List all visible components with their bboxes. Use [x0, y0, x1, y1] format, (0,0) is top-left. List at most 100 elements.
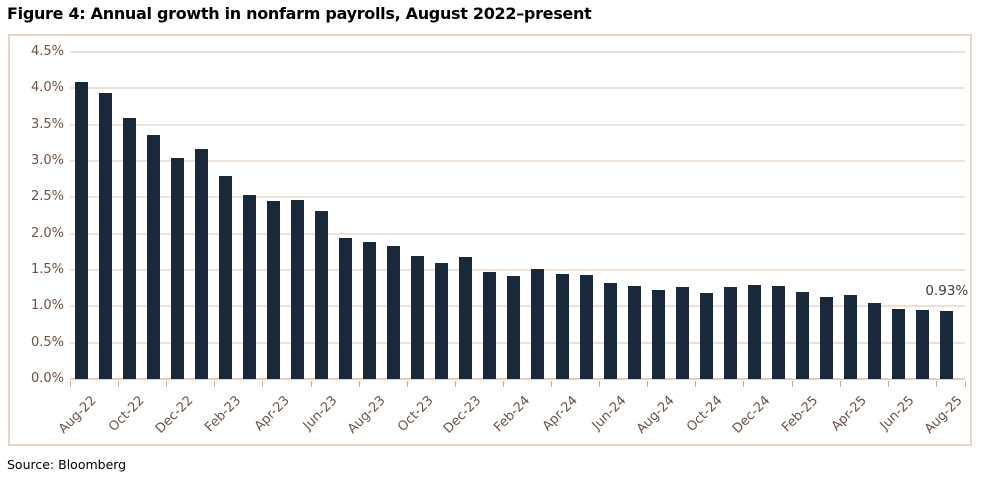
bar-Jan-23	[194, 148, 208, 379]
x-axis-label: Apr-23	[251, 393, 293, 435]
x-axis-label: Jun-25	[877, 393, 918, 434]
bar-Jul-24	[627, 285, 641, 379]
x-axis-label: Aug-25	[922, 393, 966, 437]
bar-Aug-22	[74, 81, 88, 379]
y-axis-label: 1.0%	[30, 298, 64, 314]
bar-May-23	[290, 200, 304, 379]
x-axis-tick	[310, 381, 312, 387]
x-axis-tick	[887, 381, 889, 387]
bar-May-24	[579, 275, 593, 379]
x-axis-tick	[214, 381, 216, 387]
bar-Apr-24	[555, 274, 569, 379]
bar-Oct-22	[122, 118, 136, 379]
bar-Sep-22	[98, 93, 112, 379]
bar-Jan-24	[483, 272, 497, 379]
x-axis-label: Feb-24	[490, 393, 533, 436]
y-axis-label: 2.0%	[30, 225, 64, 241]
x-axis-label: Dec-22	[152, 393, 197, 437]
x-axis-tick	[791, 381, 793, 387]
figure-title: Figure 4: Annual growth in nonfarm payro…	[7, 4, 592, 23]
x-axis-tick	[551, 381, 552, 387]
bar-Nov-23	[435, 262, 449, 379]
bar-Apr-25	[844, 295, 858, 379]
gridline	[70, 123, 965, 126]
x-axis-tick	[454, 381, 456, 387]
x-axis-tick	[743, 381, 745, 387]
bar-Dec-24	[747, 285, 761, 379]
x-axis-tick	[118, 381, 120, 387]
bar-Jan-25	[771, 285, 785, 379]
x-axis-tick	[695, 381, 697, 387]
bar-Mar-24	[531, 268, 545, 379]
bar-Aug-23	[363, 241, 377, 379]
y-axis-label: 0.5%	[30, 334, 64, 350]
bar-Oct-23	[411, 256, 425, 379]
x-axis-label: Dec-23	[441, 393, 485, 437]
bar-Sep-24	[675, 286, 689, 379]
x-axis-tick	[166, 381, 168, 387]
x-axis-tick	[262, 381, 264, 387]
chart-frame: 0.0% 0.5% 1.0% 1.5% 2.0% 2.5% 3.0% 3.5% 4.0% 4.5%…	[8, 34, 972, 446]
y-axis-label: 3.0%	[30, 153, 64, 168]
x-axis-tick	[358, 381, 360, 387]
x-axis-tick	[502, 381, 504, 387]
x-axis-tick	[965, 381, 966, 387]
y-axis-label: 4.5%	[30, 44, 64, 59]
bar-Mar-23	[242, 195, 256, 379]
x-axis-tick	[647, 381, 649, 387]
bar-Feb-23	[218, 176, 232, 379]
x-axis-line	[70, 378, 965, 380]
bar-Jun-23	[315, 211, 328, 379]
gridline	[70, 87, 965, 90]
x-axis-label: Apr-24	[539, 393, 581, 435]
bar-Apr-23	[266, 200, 280, 379]
x-axis-label: Aug-22	[56, 393, 100, 437]
x-axis-label: Aug-23	[344, 393, 389, 437]
bar-Oct-24	[699, 292, 713, 379]
bar-Jun-25	[892, 309, 906, 379]
gridline	[70, 196, 965, 199]
x-axis-label: Dec-24	[729, 393, 774, 437]
y-axis-label: 0.0%	[30, 371, 64, 386]
bar-Feb-25	[796, 291, 809, 379]
y-axis-label: 3.5%	[30, 116, 64, 132]
last-bar-data-label: 0.93%	[925, 283, 969, 300]
bar-Feb-24	[507, 275, 521, 379]
x-axis-label: Oct-23	[395, 393, 437, 435]
y-axis-label: 4.0%	[30, 80, 64, 96]
plot-area: 0.0% 0.5% 1.0% 1.5% 2.0% 2.5% 3.0% 3.5% 4.0% 4.5%…	[10, 36, 970, 444]
x-axis-tick	[935, 381, 937, 387]
x-axis-label: Oct-24	[683, 393, 726, 435]
x-axis-label: Oct-22	[106, 393, 149, 435]
x-axis-label: Jun-23	[300, 393, 341, 434]
x-axis-tick	[599, 381, 601, 387]
x-axis-label: Jun-24	[589, 393, 630, 434]
bar-Jul-23	[339, 238, 353, 379]
x-axis-tick	[406, 381, 408, 387]
gridline	[70, 160, 965, 162]
y-axis-label: 2.5%	[30, 189, 64, 205]
x-axis-label: Apr-25	[828, 393, 870, 435]
bar-Mar-25	[820, 296, 834, 379]
bar-Aug-24	[651, 290, 665, 379]
bar-Dec-22	[170, 158, 184, 379]
gridline	[70, 232, 965, 235]
bar-Jun-24	[603, 283, 617, 379]
bar-May-25	[868, 302, 882, 379]
source-note: Source: Bloomberg	[7, 457, 127, 472]
x-axis-label: Feb-25	[779, 393, 822, 436]
x-axis-tick	[839, 381, 841, 387]
x-axis-tick	[70, 381, 71, 387]
bar-Nov-22	[146, 134, 160, 379]
x-axis-label: Feb-23	[202, 393, 245, 436]
x-axis-label: Aug-24	[633, 393, 678, 437]
bar-Dec-23	[459, 256, 473, 379]
bar-Jul-25	[916, 309, 930, 379]
gridline	[70, 269, 965, 271]
bar-Sep-23	[387, 246, 401, 379]
bar-Aug-25	[940, 311, 954, 379]
gridline	[70, 51, 965, 53]
y-axis-label: 1.5%	[30, 262, 64, 277]
bar-Nov-24	[723, 287, 737, 379]
